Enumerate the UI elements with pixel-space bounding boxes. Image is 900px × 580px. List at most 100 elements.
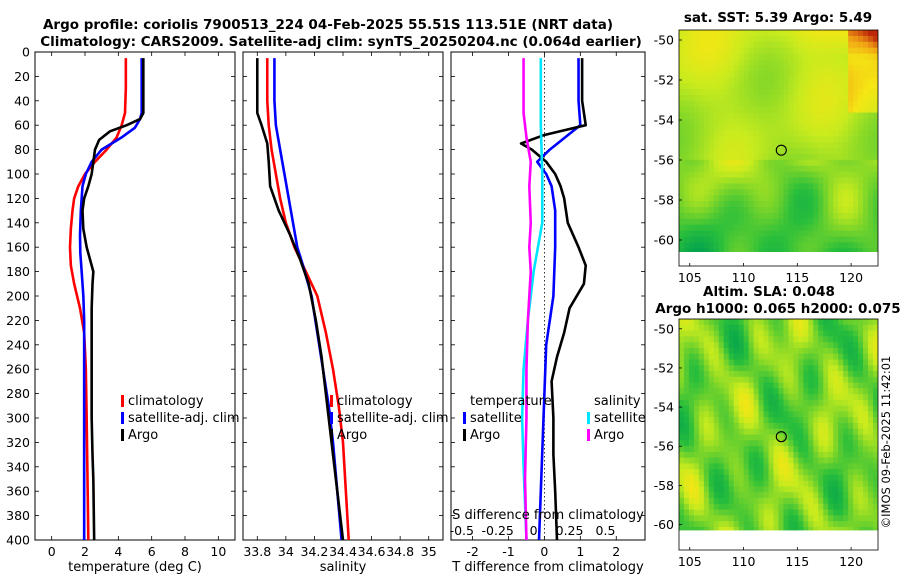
heatmap-cell bbox=[763, 83, 770, 90]
heatmap-cell bbox=[743, 526, 750, 534]
heatmap-cell bbox=[768, 224, 775, 232]
heatmap-cell bbox=[838, 498, 844, 505]
heatmap-cell bbox=[758, 171, 765, 179]
heatmap-cell bbox=[793, 526, 799, 534]
heatmap-cell bbox=[698, 330, 705, 337]
heatmap-cell bbox=[708, 224, 715, 232]
heatmap-cell bbox=[718, 89, 725, 96]
heatmap-cell bbox=[838, 376, 844, 384]
heatmap-cell bbox=[873, 201, 878, 208]
heatmap-cell bbox=[848, 106, 854, 114]
heatmap-cell bbox=[758, 148, 765, 155]
heatmap-cell bbox=[813, 177, 819, 184]
heatmap-cell bbox=[823, 83, 829, 90]
heatmap-cell bbox=[853, 242, 859, 249]
heatmap-cell bbox=[873, 319, 878, 326]
heatmap-cell bbox=[763, 171, 770, 179]
heatmap-cell bbox=[868, 89, 874, 96]
heatmap-cell bbox=[783, 336, 790, 343]
heatmap-cell bbox=[788, 41, 795, 49]
heatmap-cell bbox=[823, 77, 829, 84]
legend-salinity-title: salinity bbox=[594, 394, 641, 409]
heatmap-cell bbox=[833, 388, 839, 395]
heatmap-cell bbox=[828, 35, 834, 43]
heatmap-cell bbox=[798, 446, 804, 453]
sst-map-axes: 105 110 115 120-50-52-54-56-58-60 bbox=[654, 33, 864, 286]
heatmap-cell bbox=[679, 130, 685, 137]
heatmap-cell bbox=[758, 47, 765, 55]
heatmap-cell bbox=[863, 195, 869, 202]
heatmap-cell bbox=[788, 342, 795, 349]
heatmap-cell bbox=[793, 153, 799, 161]
heatmap-cell bbox=[868, 492, 874, 499]
heatmap-cell bbox=[793, 399, 799, 407]
heatmap-cell bbox=[778, 153, 785, 161]
heatmap-cell bbox=[788, 422, 795, 430]
heatmap-cell bbox=[733, 183, 740, 190]
heatmap-cell bbox=[798, 417, 804, 424]
heatmap-cell bbox=[783, 486, 790, 493]
heatmap-cell bbox=[843, 124, 849, 131]
heatmap-cell bbox=[743, 394, 750, 401]
heatmap-cell bbox=[768, 230, 775, 238]
heatmap-cell bbox=[743, 428, 750, 436]
heatmap-cell bbox=[693, 521, 700, 528]
heatmap-cell bbox=[763, 388, 770, 395]
heatmap-cell bbox=[763, 521, 770, 528]
heatmap-cell bbox=[803, 177, 809, 184]
heatmap-cell bbox=[788, 183, 795, 190]
map-y-tick-label: -54 bbox=[654, 113, 674, 128]
heatmap-cell bbox=[679, 218, 685, 226]
heatmap-cell bbox=[798, 118, 804, 125]
heatmap-cell bbox=[718, 153, 725, 161]
heatmap-cell bbox=[753, 492, 760, 499]
heatmap-cell bbox=[853, 457, 859, 464]
heatmap-cell bbox=[768, 521, 775, 528]
heatmap-cell bbox=[698, 100, 705, 108]
heatmap-cell bbox=[868, 422, 874, 430]
heatmap-cell bbox=[858, 336, 864, 343]
heatmap-cell bbox=[853, 411, 859, 418]
heatmap-cell bbox=[768, 189, 775, 196]
heatmap-cell bbox=[833, 417, 839, 424]
heatmap-cell bbox=[788, 153, 795, 161]
heatmap-cell bbox=[848, 236, 854, 243]
heatmap-cell bbox=[708, 370, 715, 378]
heatmap-cell bbox=[853, 224, 859, 232]
heatmap-cell bbox=[838, 94, 844, 102]
heatmap-cell bbox=[733, 89, 740, 96]
heatmap-cell bbox=[683, 65, 690, 72]
heatmap-cell bbox=[768, 71, 775, 78]
heatmap-cell bbox=[753, 35, 760, 43]
heatmap-cell bbox=[718, 242, 725, 249]
heatmap-cell bbox=[753, 130, 760, 137]
heatmap-cell bbox=[753, 106, 760, 114]
heatmap-cell bbox=[773, 195, 780, 202]
heatmap-cell bbox=[858, 35, 864, 43]
heatmap-cell bbox=[813, 118, 819, 125]
heatmap-cell bbox=[783, 324, 790, 332]
heatmap-cell bbox=[758, 65, 765, 72]
heatmap-cell bbox=[858, 118, 864, 125]
heatmap-cell bbox=[688, 474, 695, 482]
heatmap-cell bbox=[708, 428, 715, 436]
heatmap-cell bbox=[833, 124, 839, 131]
heatmap-cell bbox=[718, 474, 725, 482]
heatmap-cell bbox=[723, 47, 730, 55]
heatmap-cell bbox=[753, 342, 760, 349]
heatmap-cell bbox=[743, 440, 750, 447]
heatmap-cell bbox=[808, 236, 814, 243]
heatmap-cell bbox=[873, 498, 878, 505]
heatmap-cell bbox=[778, 446, 785, 453]
heatmap-cell bbox=[848, 388, 854, 395]
heatmap-cell bbox=[753, 136, 760, 143]
heatmap-cell bbox=[748, 463, 755, 470]
heatmap-cell bbox=[818, 440, 824, 447]
heatmap-cell bbox=[848, 319, 854, 326]
heatmap-cell bbox=[773, 359, 780, 366]
heatmap-cell bbox=[843, 486, 849, 493]
heatmap-cell bbox=[818, 83, 824, 90]
heatmap-cell bbox=[703, 422, 710, 430]
heatmap-cell bbox=[808, 422, 814, 430]
heatmap-cell bbox=[703, 159, 710, 167]
